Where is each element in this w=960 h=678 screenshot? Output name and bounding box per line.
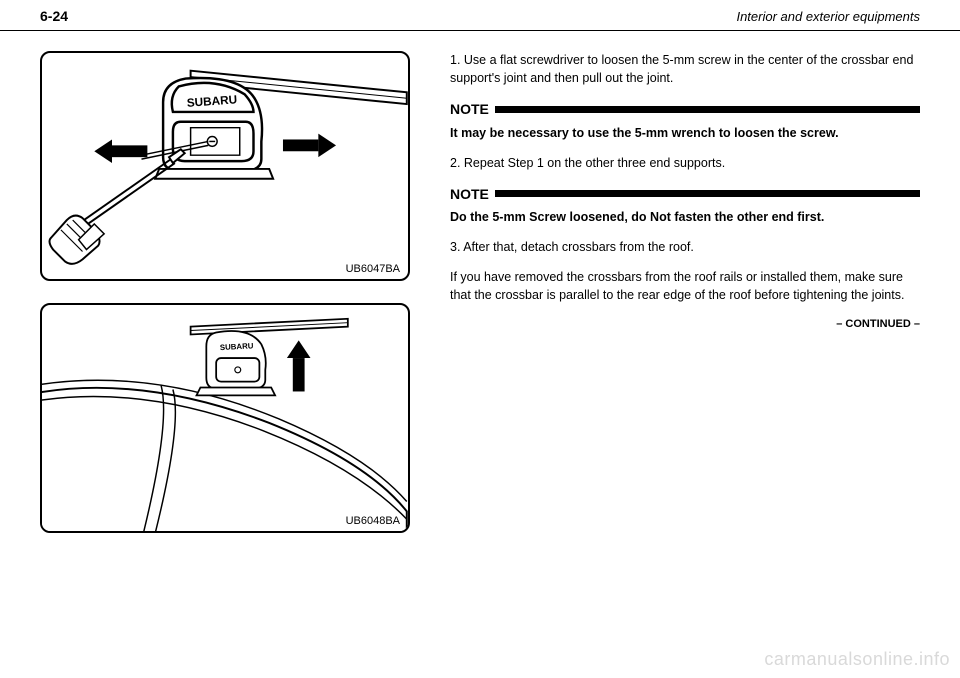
content: SUBARU xyxy=(0,31,960,565)
figure-2-svg: SUBARU xyxy=(42,305,408,531)
brand-text-2: SUBARU xyxy=(220,341,254,352)
section-title: Interior and exterior equipments xyxy=(736,9,920,24)
figure-1-code: UB6047BA xyxy=(346,263,400,275)
instruction-steps: 1. Use a flat screwdriver to loosen the … xyxy=(450,51,920,333)
step-3: 3. After that, detach crossbars from the… xyxy=(450,238,920,256)
note-3: If you have removed the crossbars from t… xyxy=(450,268,920,304)
note-body-2: Do the 5-mm Screw loosened, do Not faste… xyxy=(450,208,920,226)
page-number: 6-24 xyxy=(40,8,68,24)
note-text-1: It may be necessary to use the 5-mm wren… xyxy=(450,124,920,142)
figure-2: SUBARU UB6048BA xyxy=(40,303,410,533)
note-text-2: Do the 5-mm Screw loosened, do Not faste… xyxy=(450,208,920,226)
note-bar-1: NOTE xyxy=(450,99,920,119)
figure-1-svg: SUBARU xyxy=(42,53,408,279)
step-2: 2. Repeat Step 1 on the other three end … xyxy=(450,154,920,172)
page-header: 6-24 Interior and exterior equipments xyxy=(0,0,960,31)
right-column: 1. Use a flat screwdriver to loosen the … xyxy=(450,51,920,555)
note-body-1: It may be necessary to use the 5-mm wren… xyxy=(450,124,920,142)
watermark: carmanualsonline.info xyxy=(764,649,950,670)
note-line-1 xyxy=(495,106,920,113)
figure-2-code: UB6048BA xyxy=(346,515,400,527)
step-1: 1. Use a flat screwdriver to loosen the … xyxy=(450,51,920,87)
note-bar-2: NOTE xyxy=(450,184,920,204)
left-column: SUBARU xyxy=(40,51,410,555)
note-line-2 xyxy=(495,190,920,197)
figure-1: SUBARU xyxy=(40,51,410,281)
note-label-2: NOTE xyxy=(450,184,495,204)
continued-marker: – CONTINUED – xyxy=(450,317,920,333)
note-label-1: NOTE xyxy=(450,99,495,119)
